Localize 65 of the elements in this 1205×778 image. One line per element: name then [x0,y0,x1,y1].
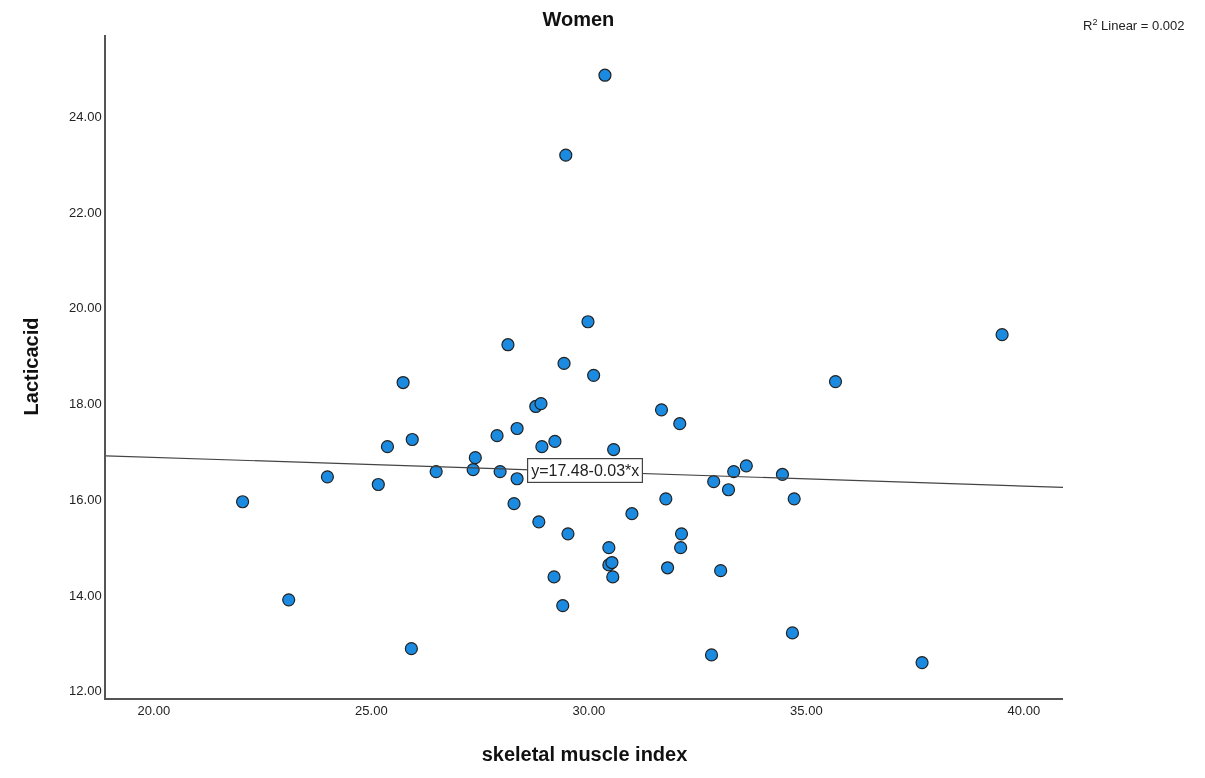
point [625,507,639,521]
point [535,440,549,454]
x-tick-label: 40.00 [1007,703,1041,719]
x-tick-label: 35.00 [790,703,823,719]
point [548,434,562,449]
point [429,464,443,479]
point [547,570,561,584]
point [587,368,601,382]
point [721,483,736,497]
y-tick-label: 16.00 [69,491,102,507]
point [727,464,741,479]
point [282,593,296,607]
point [396,375,410,390]
y-axis-title: Lacticacid [20,317,43,416]
point [707,475,721,489]
y-tick-label: 22.00 [69,204,102,220]
point [561,527,575,541]
point [673,417,687,431]
chart-title: Women [542,7,615,30]
point [320,470,335,484]
point [828,374,843,389]
point [371,477,385,492]
point [704,648,719,662]
point [659,492,673,506]
y-tick-label: 24.00 [69,108,102,124]
y-tick-label: 14.00 [69,587,102,603]
point [236,495,250,509]
point [501,338,515,352]
point [915,655,929,670]
x-tick-label: 30.00 [572,703,606,719]
point [468,451,482,465]
point [674,527,689,541]
y-tick-label: 12.00 [69,683,102,699]
point [507,497,521,511]
point [995,328,1009,342]
point [739,459,753,473]
annotation: y=17.48-0.03*x [531,462,640,480]
point [787,492,801,506]
y-tick-label: 20.00 [69,300,102,316]
point [510,472,524,486]
point [556,599,570,613]
point [510,421,524,436]
point [405,432,419,447]
point [534,397,548,411]
text: R$^{2}$ Linear = 0.002 [1083,17,1185,34]
point [380,440,395,454]
point [532,515,546,529]
x-tick-label: 20.00 [137,703,171,719]
point [660,561,675,575]
point [654,403,669,417]
point [559,148,573,162]
point [557,356,571,370]
point [490,429,504,443]
point [714,564,728,578]
point [785,626,800,640]
x-tick-label: 25.00 [355,703,388,719]
point [674,541,688,555]
point [598,68,612,82]
point [581,315,595,329]
x-axis-title: skeletal muscle index [481,743,688,766]
point [602,541,616,555]
point [404,642,418,656]
point [607,442,621,457]
y-tick-label: 18.00 [69,396,102,412]
point [606,570,620,584]
